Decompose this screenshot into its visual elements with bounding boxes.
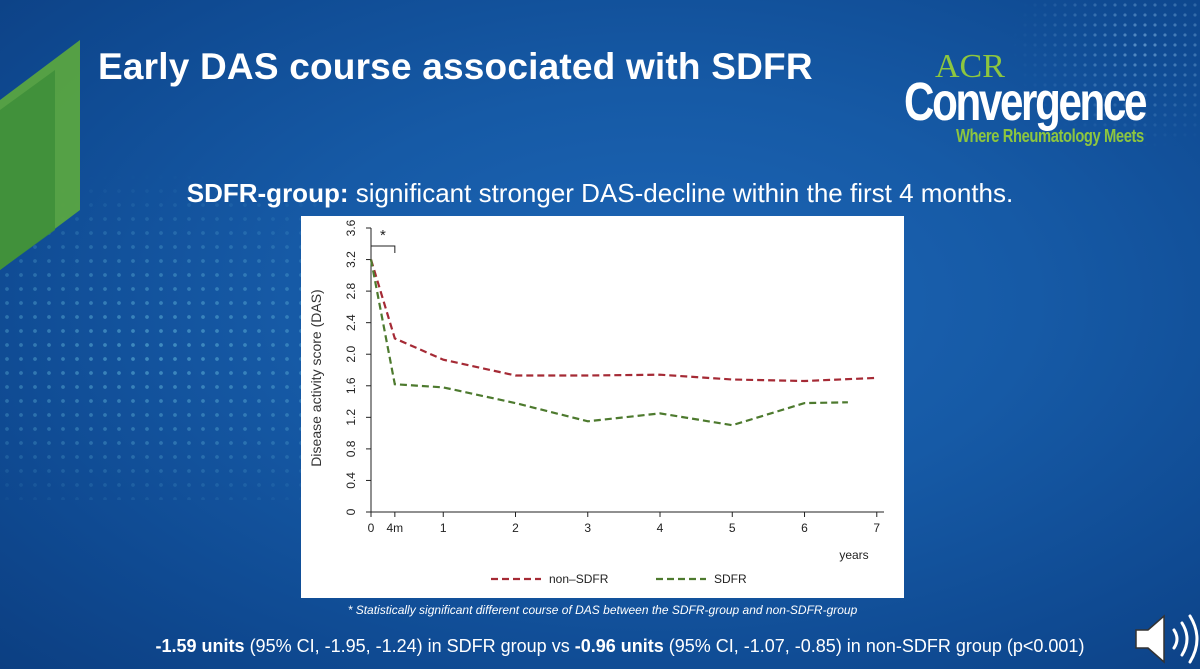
logo-tagline: Where Rheumatology Meets — [956, 126, 1144, 146]
x-tick-label: 3 — [584, 521, 591, 535]
logo-convergence-text: Convergence — [904, 72, 1147, 132]
green-accent-shape — [0, 40, 80, 270]
sdfr-change-ci: (95% CI, -1.95, -1.24) in SDFR group vs — [244, 636, 575, 656]
y-tick-label: 0.8 — [344, 440, 358, 457]
acr-convergence-logo: ACR Convergence Where Rheumatology Meets — [900, 48, 1150, 147]
y-tick-label: 3.6 — [344, 219, 358, 236]
y-tick-label: 1.6 — [344, 377, 358, 394]
x-tick-label: 4m — [387, 521, 404, 535]
speaker-icon[interactable] — [1130, 608, 1200, 669]
y-tick-label: 2.8 — [344, 282, 358, 299]
y-axis-title: Disease activity score (DAS) — [308, 289, 324, 466]
x-tick-label: 6 — [801, 521, 808, 535]
non-sdfr-change-ci: (95% CI, -1.07, -0.85) in non-SDFR group… — [663, 636, 1085, 656]
x-tick-label: 4 — [657, 521, 664, 535]
results-summary: -1.59 units (95% CI, -1.95, -1.24) in SD… — [0, 636, 1200, 657]
y-tick-label: 0 — [344, 508, 358, 515]
logo-acr-text: ACR — [935, 48, 1005, 85]
significance-asterisk: * — [380, 227, 386, 244]
x-tick-label: 2 — [512, 521, 519, 535]
significance-bracket — [370, 245, 396, 253]
das-line-chart: 0 0.4 0.8 1.2 1.6 2.0 2.4 2.8 3.2 3.6 0 4m 1 2 3 4 5 6 7 Di… — [301, 216, 904, 598]
subtitle-text: significant stronger DAS-decline within … — [348, 178, 1014, 208]
legend-label: SDFR — [714, 572, 747, 586]
slide-subtitle: SDFR-group: significant stronger DAS-dec… — [0, 178, 1200, 209]
slide-title: Early DAS course associated with SDFR — [98, 46, 813, 87]
series-line-sdfr — [369, 259, 848, 427]
y-tick-label: 2.4 — [344, 314, 358, 331]
subtitle-bold: SDFR-group: — [186, 178, 349, 208]
y-tick-label: 3.2 — [344, 251, 358, 268]
x-tick-label: 5 — [729, 521, 736, 535]
legend-label: non–SDFR — [549, 572, 609, 586]
y-tick-label: 2.0 — [344, 346, 358, 363]
y-tick-label: 0.4 — [344, 472, 358, 489]
chart-svg: 0 0.4 0.8 1.2 1.6 2.0 2.4 2.8 3.2 3.6 0 4m 1 2 3 4 5 6 7 Di… — [308, 219, 884, 586]
x-tick-label: 7 — [873, 521, 880, 535]
logo-dot-pattern — [1010, 0, 1200, 150]
x-axis-title: years — [839, 548, 868, 562]
chart-footnote: * Statistically significant different co… — [347, 603, 858, 617]
y-tick-label: 1.2 — [344, 409, 358, 426]
x-tick-label: 0 — [368, 521, 375, 535]
x-tick-label: 1 — [440, 521, 447, 535]
series-line-non-sdfr — [369, 259, 877, 383]
sdfr-change-value: -1.59 units — [155, 636, 245, 656]
non-sdfr-change-value: -0.96 units — [574, 636, 664, 656]
